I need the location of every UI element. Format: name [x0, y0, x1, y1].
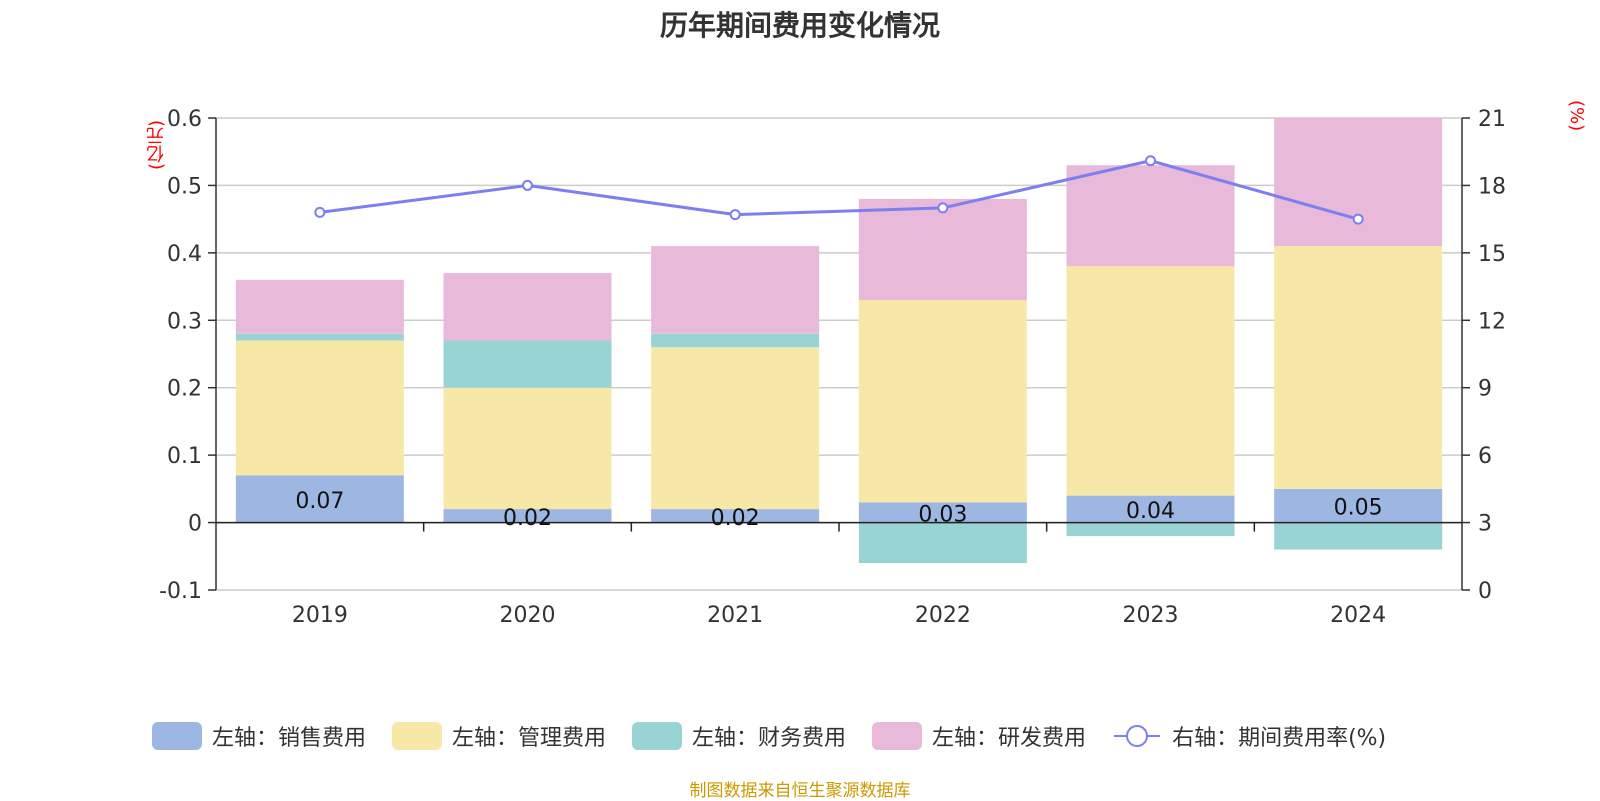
bar-segment-2023-s2 — [1066, 522, 1235, 537]
left-tick-label: 0.3 — [167, 309, 202, 334]
source-note: 制图数据来自恒生聚源数据库 — [689, 781, 911, 801]
data-label-sales-2023: 0.04 — [1126, 499, 1175, 524]
bar-segment-2022-s3 — [858, 198, 1027, 301]
data-label-sales-2021: 0.02 — [711, 506, 760, 531]
data-label-sales-2019: 0.07 — [295, 489, 344, 514]
bar-segment-2023-s0 — [1066, 495, 1235, 523]
x-tick-label: 2022 — [915, 603, 971, 628]
left-tick-label: 0.4 — [167, 242, 202, 267]
legend-item-rnd[interactable]: 左轴：研发费用 — [872, 720, 1086, 752]
expense-rate-point-2024 — [1352, 213, 1364, 225]
legend-label-finance: 左轴：财务费用 — [692, 726, 847, 751]
legend-line-marker-icon — [1114, 725, 1161, 747]
bar-segment-2023-s1 — [1066, 266, 1235, 496]
bar-segment-2019-s0 — [235, 475, 404, 523]
bar-segment-2024-s2 — [1274, 522, 1443, 550]
bar-segment-2020-s2 — [443, 340, 612, 388]
bar-segment-2022-s1 — [858, 300, 1027, 503]
bar-segment-2021-s1 — [651, 347, 820, 510]
bar-segment-2024-s0 — [1274, 488, 1443, 523]
x-tick-label: 2024 — [1330, 603, 1386, 628]
right-tick-label: 18 — [1478, 174, 1506, 199]
expense-rate-point-2022 — [937, 202, 949, 214]
data-label-sales-2022: 0.03 — [918, 502, 967, 527]
left-tick-label: 0 — [188, 512, 202, 537]
bar-segment-2020-s1 — [443, 387, 612, 510]
legend-swatch-sales — [152, 722, 202, 750]
right-tick-label: 15 — [1478, 242, 1506, 267]
bar-segment-2021-s0 — [651, 509, 820, 523]
legend-item-expense-rate[interactable]: 右轴：期间费用率(%) — [1112, 720, 1386, 752]
expense-rate-point-2021 — [729, 209, 741, 221]
legend-swatch-rnd — [872, 722, 923, 750]
bar-segment-2024-s3 — [1274, 118, 1443, 247]
right-axis-unit: (%) — [1566, 100, 1587, 132]
expense-rate-point-2019 — [314, 206, 326, 218]
bar-segment-2024-s1 — [1274, 246, 1443, 489]
legend-label-sales: 左轴：销售费用 — [212, 726, 367, 751]
legend: 左轴：销售费用 左轴：管理费用 左轴：财务费用 左轴：研发费用 右轴：期间费用率… — [152, 720, 1386, 752]
x-tick-label: 2021 — [707, 603, 763, 628]
expense-rate-line — [319, 159, 1359, 221]
legend-swatch-finance — [632, 722, 683, 750]
x-tick-label: 2019 — [292, 603, 348, 628]
x-tick-label: 2020 — [500, 603, 556, 628]
bar-segment-2023-s3 — [1066, 165, 1235, 267]
right-tick-label: 21 — [1478, 107, 1506, 132]
chart-title: 历年期间费用变化情况 — [659, 9, 940, 42]
legend-label-rnd: 左轴：研发费用 — [932, 726, 1087, 751]
x-tick-label: 2023 — [1123, 603, 1179, 628]
legend-swatch-admin — [392, 722, 443, 750]
right-tick-label: 3 — [1478, 512, 1492, 537]
expense-rate-point-2020 — [522, 179, 533, 191]
bar-segment-2021-s2 — [651, 333, 820, 348]
left-tick-label: 0.1 — [167, 444, 202, 469]
data-label-sales-2024: 0.05 — [1334, 496, 1383, 521]
bar-segment-2020-s0 — [443, 509, 612, 523]
legend-label-admin: 左轴：管理费用 — [452, 726, 607, 751]
expense-rate-point-2023 — [1145, 155, 1156, 167]
bar-segment-2019-s1 — [235, 340, 404, 476]
chart-plot: -0.1 0 0.1 0.2 0.3 0.4 0.5 0.6 0 3 6 9 12 15 18 21 0.07 0… — [159, 107, 1506, 628]
bar-segment-2022-s2 — [858, 522, 1027, 564]
right-tick-label: 12 — [1478, 309, 1506, 334]
bar-segment-2021-s3 — [651, 246, 820, 334]
right-tick-label: 0 — [1478, 579, 1492, 604]
bar-segment-2022-s0 — [858, 502, 1027, 523]
right-tick-label: 6 — [1478, 444, 1492, 469]
left-tick-label: 0.2 — [167, 377, 202, 402]
left-tick-label: 0.5 — [167, 174, 202, 199]
legend-item-finance[interactable]: 左轴：财务费用 — [632, 720, 846, 752]
legend-item-sales[interactable]: 左轴：销售费用 — [152, 720, 366, 752]
bar-segment-2019-s3 — [235, 279, 404, 334]
bar-segment-2020-s3 — [443, 273, 612, 341]
bar-segment-2019-s2 — [235, 333, 404, 341]
left-tick-label: -0.1 — [159, 579, 202, 604]
legend-item-admin[interactable]: 左轴：管理费用 — [392, 720, 606, 752]
left-tick-label: 0.6 — [167, 107, 202, 132]
data-label-sales-2020: 0.02 — [503, 506, 552, 531]
legend-label-expense-rate: 右轴：期间费用率(%) — [1172, 726, 1387, 751]
right-tick-label: 9 — [1478, 377, 1492, 402]
